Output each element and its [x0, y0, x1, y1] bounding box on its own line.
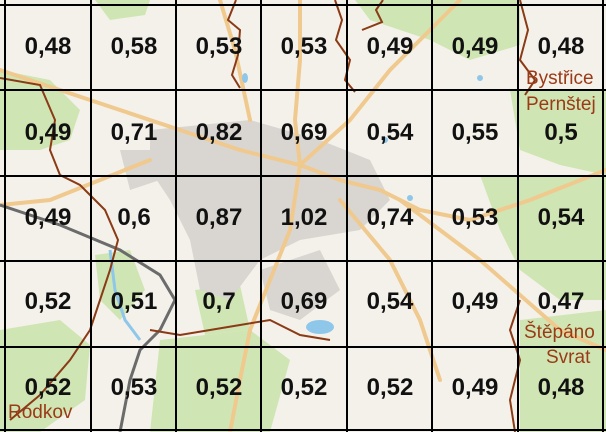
grid-cell-value: 0,53: [451, 204, 499, 231]
grid-cell-value: 0,53: [280, 33, 328, 60]
grid-cell-value: 0,87: [195, 204, 243, 231]
urban-areas: [120, 120, 390, 320]
grid-cell-value: 0,48: [24, 33, 72, 60]
grid-cell-value: 0,49: [24, 204, 72, 231]
administrative-boundaries: [0, 0, 537, 432]
grid-cell-value: 0,5: [544, 119, 578, 146]
place-label-stepanov: Štěpáno: [524, 322, 595, 343]
place-label-svratka: Svrat: [546, 347, 591, 368]
grid-cell-value: 0,48: [537, 374, 585, 401]
grid-cell-value: 0,48: [537, 33, 585, 60]
grid-cell-value: 0,54: [366, 288, 414, 315]
grid-cell-value: 0,52: [366, 374, 414, 401]
grid-cell-value: 0,7: [202, 288, 236, 315]
grid-cell-value: 0,55: [451, 119, 499, 146]
grid-cell-value: 0,58: [110, 33, 158, 60]
grid-cell-value: 0,52: [195, 374, 243, 401]
place-label-bystrice: Bystřice: [526, 68, 594, 89]
grid-cell-value: 0,53: [110, 374, 158, 401]
grid-cell-value: 1,02: [280, 204, 328, 231]
grid-cell-value: 0,49: [24, 119, 72, 146]
grid-cell-value: 0,49: [451, 33, 499, 60]
place-label-pernstejn: Pernštej: [526, 94, 596, 115]
grid-cell-value: 0,74: [366, 204, 414, 231]
grid-cell-value: 0,54: [366, 119, 414, 146]
grid-cell-value: 0,71: [110, 119, 158, 146]
grid-cell-value: 0,51: [110, 288, 158, 315]
water-bodies: [108, 73, 483, 341]
grid-cell-value: 0,6: [117, 204, 151, 231]
grid-cell-value: 0,49: [451, 374, 499, 401]
grid-cell-value: 0,49: [451, 288, 499, 315]
grid-cell-value: 0,54: [537, 204, 585, 231]
place-label-rodkov: Rodkov: [8, 402, 73, 423]
grid-cell-value: 0,52: [280, 374, 328, 401]
grid-cell-value: 0,69: [280, 288, 328, 315]
grid-cell-value: 0,53: [195, 33, 243, 60]
grid-cell-value: 0,52: [24, 374, 72, 401]
grid-cell-value: 0,47: [537, 288, 585, 315]
grid-cell-value: 0,49: [366, 33, 414, 60]
grid-cell-value: 0,69: [280, 119, 328, 146]
grid-cell-value: 0,82: [195, 119, 243, 146]
grid-cell-value: 0,52: [24, 288, 72, 315]
